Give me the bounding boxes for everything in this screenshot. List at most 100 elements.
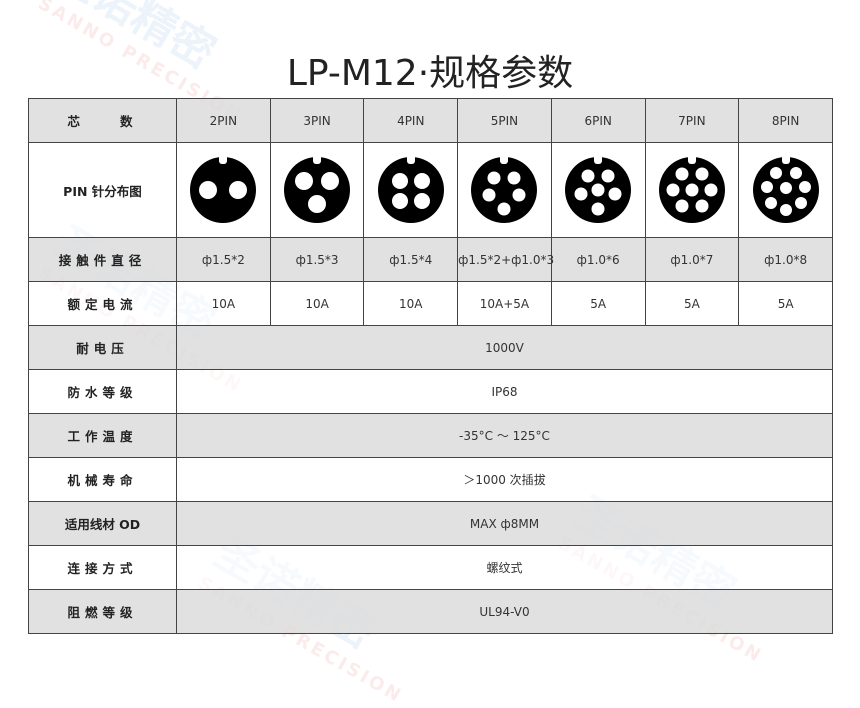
row-label: 工作温度: [28, 413, 177, 458]
row-label: 连接方式: [28, 545, 177, 590]
row-label: PIN 针分布图: [28, 142, 177, 238]
cell: IP68: [176, 369, 833, 414]
connector-face: [471, 157, 538, 223]
row-label: 额定电流: [28, 281, 177, 326]
cell: ф1.0*8: [738, 237, 833, 282]
page-title: LP-M12·规格参数: [286, 53, 574, 94]
row-label: 芯 数: [28, 98, 177, 143]
pin-hole: [695, 199, 709, 213]
pin-hole: [666, 183, 680, 197]
pin-hole: [675, 167, 689, 181]
cell: 螺纹式: [176, 545, 833, 590]
key-notch: [406, 154, 415, 164]
spec-row: 阻燃等级 UL94-V0: [28, 589, 833, 634]
pin-count: 6PIN: [550, 98, 646, 143]
pin-hole: [685, 183, 699, 197]
pin-layout-diagram: [190, 154, 257, 223]
header-row: 芯 数 2PIN 3PIN 4PIN 5PIN 6PIN 7PIN 8PIN: [28, 98, 833, 143]
connector-face: [190, 157, 257, 223]
row-label: 阻燃等级: [28, 589, 177, 634]
pin-layout-diagram: [471, 154, 538, 223]
cell: 10A: [269, 281, 365, 326]
contact-diameter-row: 接触件直径 ф1.5*2 ф1.5*3 ф1.5*4 ф1.5*2+ф1.0*3…: [28, 237, 833, 282]
cell: ф1.0*6: [550, 237, 646, 282]
cell: 5A: [550, 281, 646, 326]
pin-hole: [507, 171, 521, 185]
pin-hole: [675, 199, 689, 213]
pin-layout-diagram: [377, 154, 444, 223]
row-label: 适用线材 OD: [28, 501, 177, 546]
spec-row: 连接方式 螺纹式: [28, 545, 833, 590]
pin-layout-diagram: [565, 154, 632, 223]
pin-hole: [760, 181, 773, 193]
spec-row: 耐电压 1000V: [28, 325, 833, 370]
spec-table: 芯 数 2PIN 3PIN 4PIN 5PIN 6PIN 7PIN 8PIN P…: [28, 98, 833, 634]
spec-row: 工作温度 -35°C ～ 125°C: [28, 413, 833, 458]
cell: ф1.5*4: [363, 237, 459, 282]
pin-layout-diagram: [658, 154, 725, 223]
spec-row: 防水等级 IP68: [28, 369, 833, 414]
pin-hole: [794, 197, 807, 209]
key-notch: [500, 154, 509, 164]
spec-row: 适用线材 OD MAX ф8MM: [28, 501, 833, 546]
pin-count: 5PIN: [457, 98, 552, 143]
cell: -35°C ～ 125°C: [176, 413, 833, 458]
pin-hole: [391, 173, 408, 189]
pin-hole: [789, 167, 802, 179]
pin-hole: [601, 169, 615, 183]
pin-hole: [487, 171, 501, 185]
cell: ＞1000 次插拔: [176, 457, 833, 502]
connector-face: [284, 157, 351, 223]
pin-hole: [482, 188, 496, 202]
pin-hole: [391, 193, 408, 209]
pin-layout-cell: [738, 142, 833, 238]
cell: 5A: [738, 281, 833, 326]
pin-hole: [779, 182, 792, 194]
pin-hole: [295, 172, 314, 190]
row-label: 耐电压: [28, 325, 177, 370]
pin-layout-cell: [176, 142, 271, 238]
pin-count: 4PIN: [363, 98, 459, 143]
pin-layout-diagram: [284, 154, 351, 223]
key-notch: [781, 154, 790, 164]
pin-hole: [413, 173, 430, 189]
pin-hole: [779, 204, 792, 216]
key-notch: [219, 154, 228, 164]
cell: 10A: [363, 281, 459, 326]
pin-layout-diagram: [752, 154, 819, 223]
pin-count: 2PIN: [176, 98, 271, 143]
cell: 5A: [644, 281, 740, 326]
cell: ф1.5*2: [176, 237, 271, 282]
pin-hole: [608, 187, 622, 201]
pin-layout-cell: [363, 142, 459, 238]
connector-face: [377, 157, 444, 223]
pin-hole: [229, 181, 248, 199]
rated-current-row: 额定电流 10A 10A 10A 10A+5A 5A 5A 5A: [28, 281, 833, 326]
key-notch: [594, 154, 603, 164]
cell: ф1.5*3: [269, 237, 365, 282]
row-label: 机械寿命: [28, 457, 177, 502]
spec-row: 机械寿命 ＞1000 次插拔: [28, 457, 833, 502]
cell: 10A: [176, 281, 271, 326]
key-notch: [687, 154, 696, 164]
cell: 10A+5A: [457, 281, 552, 326]
pin-hole: [413, 193, 430, 209]
key-notch: [313, 154, 322, 164]
pin-hole: [769, 167, 782, 179]
pin-hole: [704, 183, 718, 197]
pin-layout-cell: [644, 142, 740, 238]
pin-hole: [764, 197, 777, 209]
pin-hole: [798, 181, 811, 193]
pin-hole: [581, 169, 595, 183]
pin-layout-row: PIN 针分布图: [28, 142, 833, 238]
pin-hole: [321, 172, 340, 190]
cell: ф1.5*2+ф1.0*3: [457, 237, 554, 282]
cell: ф1.0*7: [644, 237, 740, 282]
pin-count: 7PIN: [644, 98, 740, 143]
pin-hole: [591, 202, 605, 216]
pin-count: 3PIN: [269, 98, 365, 143]
pin-hole: [591, 183, 605, 197]
pin-hole: [574, 187, 588, 201]
pin-layout-cell: [269, 142, 365, 238]
pin-hole: [199, 181, 218, 199]
